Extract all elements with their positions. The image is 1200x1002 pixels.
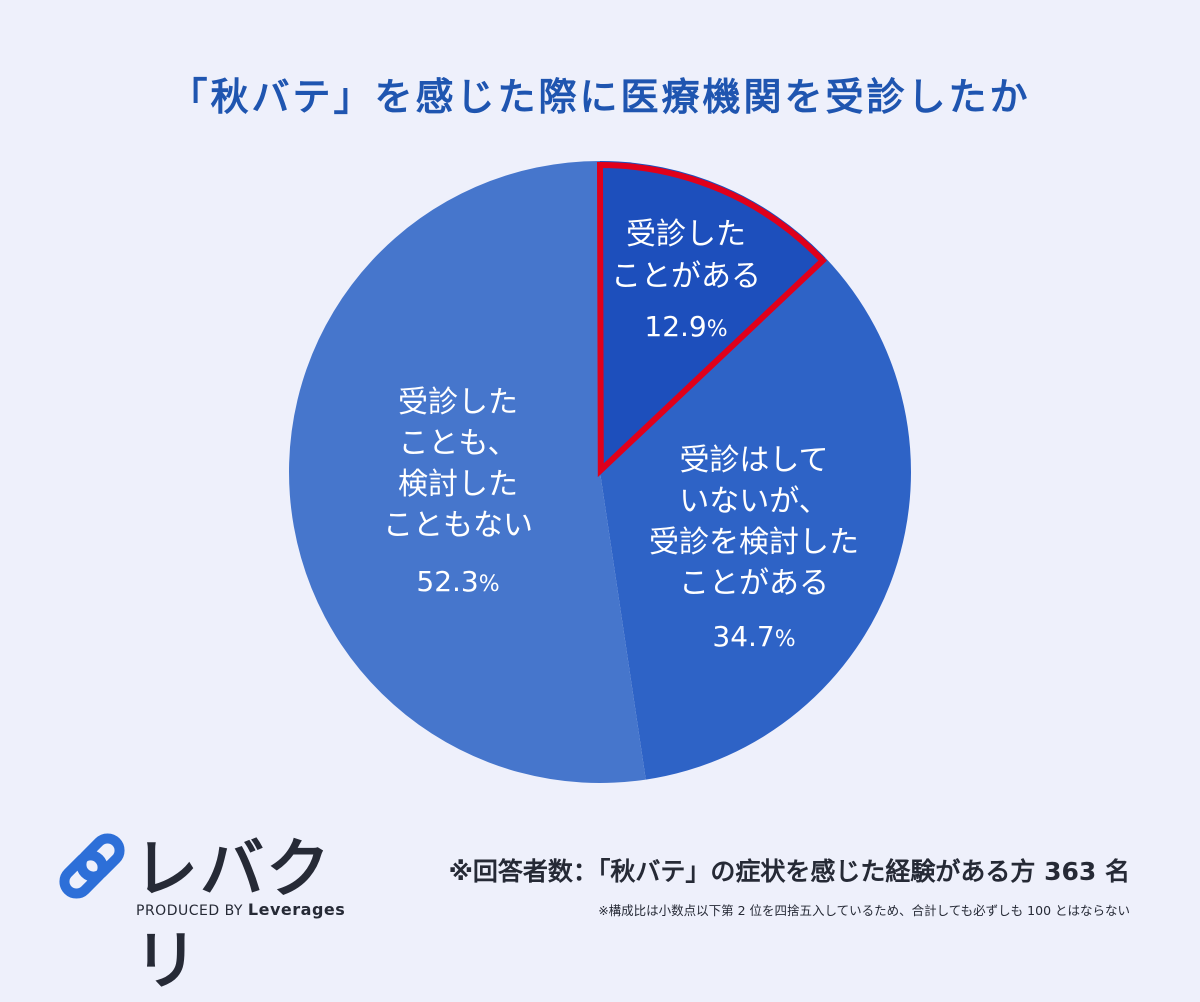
slice-percent-1: 12.9% (644, 310, 727, 343)
slice-label-2-line-2: いないが、 (679, 484, 828, 519)
slice-percent-2: 34.7% (712, 620, 795, 653)
chart-title: 「秋バテ」を感じた際に医療機関を受診したか (169, 75, 1031, 119)
company-name: Leverages (247, 900, 346, 919)
slice-label-1-line-2: ことがある (611, 259, 761, 294)
logo-produced-by: PRODUCED BY Leverages (136, 900, 345, 919)
respondents-note: ※回答者数：「秋バテ」の症状を感じた経験がある方 363 名 (448, 857, 1130, 886)
slice-label-2-line-1: 受診はして (679, 443, 828, 478)
slice-label-2-line-4: ことがある (679, 566, 829, 601)
pie-slice-3 (289, 161, 646, 784)
slice-label-3-line-1: 受診した (398, 385, 518, 420)
logo-name: レバクリ (134, 833, 332, 999)
link-logo-icon (59, 833, 125, 899)
slice-label-2-line-3: 受診を検討した (649, 525, 859, 560)
slice-label-3-line-4: こともない (383, 508, 533, 543)
pie-slice-1 (600, 161, 826, 472)
highlight-outline (596, 161, 827, 478)
pie-slice-2 (600, 257, 911, 780)
leverages-logo: レバクリ PRODUCED BY Leverages (52, 826, 352, 999)
slice-percent-3: 52.3% (416, 565, 499, 598)
slice-label-3-line-3: 検討した (398, 467, 518, 502)
slice-label-3-line-2: ことも、 (398, 426, 517, 461)
produced-by-text: PRODUCED BY (136, 903, 243, 919)
rounding-note: ※構成比は小数点以下第 2 位を四捨五入しているため、合計しても必ずしも 100… (598, 903, 1130, 918)
slice-label-1-line-1: 受診した (626, 217, 746, 252)
